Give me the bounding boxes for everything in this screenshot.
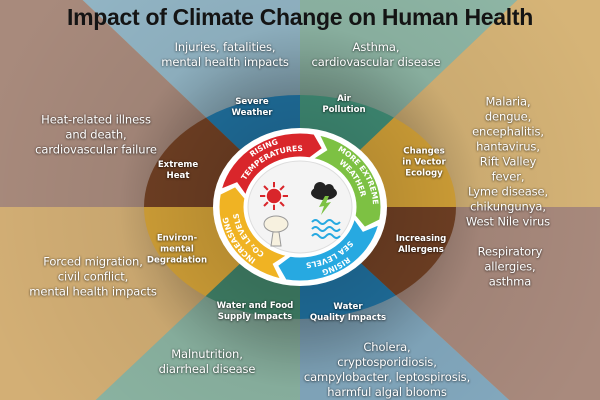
factor-label-severe-weather: Severe Weather xyxy=(231,97,273,118)
impact-label-severe-weather: Injuries, fatalities, mental health impa… xyxy=(161,40,289,69)
impact-label-air-pollution: Asthma, cardiovascular disease xyxy=(311,40,441,69)
factor-label-allergens: Increasing Allergens xyxy=(395,234,447,255)
smoke-cloud-icon xyxy=(263,215,289,247)
icon-disc xyxy=(247,160,353,254)
impact-label-vector-ecology: Malaria, dengue, encephalitis, hantaviru… xyxy=(465,94,551,229)
impact-label-water-quality: Cholera, cryptosporidiosis, campylobacte… xyxy=(303,340,471,399)
factor-label-water-quality: Water Quality Impacts xyxy=(309,302,387,323)
waves-icon xyxy=(311,219,341,239)
page-title: Impact of Climate Change on Human Health xyxy=(67,4,533,30)
impact-label-water-food: Malnutrition, diarrheal disease xyxy=(158,347,256,376)
storm-cloud-icon xyxy=(311,182,337,215)
impact-label-allergens: Respiratory allergies, asthma xyxy=(477,244,543,289)
driver-arrow-increasing-co2 xyxy=(218,186,288,280)
impact-label-extreme-heat: Heat-related illness and death, cardiova… xyxy=(35,112,157,157)
sun-icon xyxy=(260,182,288,210)
driver-arrow-rising-temperatures xyxy=(220,132,323,197)
factor-label-extreme-heat: Extreme Heat xyxy=(157,160,199,181)
factor-label-environmental: Environ- mental Degradation xyxy=(146,233,208,266)
driver-arrow-more-extreme-weather xyxy=(312,134,382,228)
factor-label-air-pollution: Air Pollution xyxy=(322,94,366,115)
factor-label-vector-ecology: Changes in Vector Ecology xyxy=(402,146,446,179)
factor-label-water-food: Water and Food Supply Impacts xyxy=(216,301,294,322)
impact-label-environmental: Forced migration, civil conflict, mental… xyxy=(29,254,157,299)
driver-arrow-rising-sea-levels xyxy=(277,217,380,282)
